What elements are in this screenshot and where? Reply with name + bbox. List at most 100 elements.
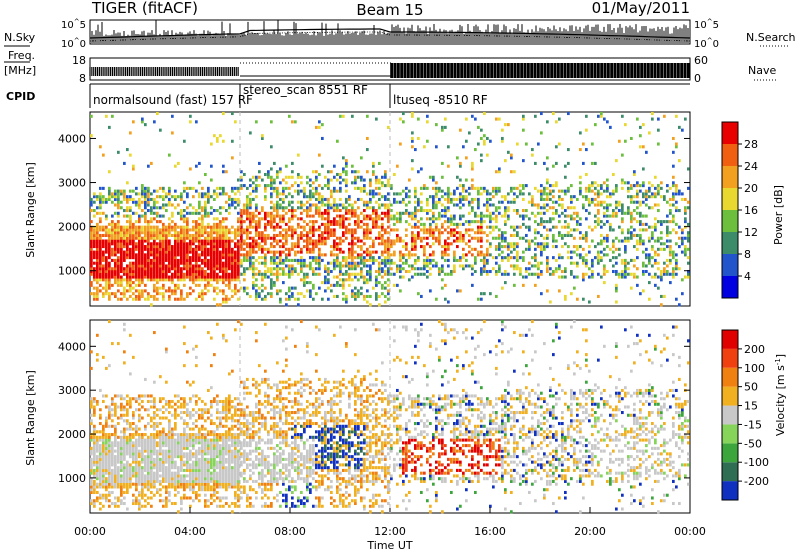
range-cell	[171, 261, 174, 265]
range-cell	[534, 186, 537, 190]
range-cell	[330, 220, 333, 224]
range-cell	[597, 242, 600, 246]
range-cell	[138, 278, 141, 282]
range-cell	[540, 217, 543, 221]
range-cell	[654, 175, 657, 179]
range-cell	[183, 245, 186, 249]
range-cell	[291, 195, 294, 199]
range-cell	[156, 286, 159, 290]
range-cell	[447, 242, 450, 246]
range-cell	[273, 225, 276, 229]
range-cell	[108, 239, 111, 243]
range-cell	[171, 247, 174, 251]
range-cell	[114, 264, 117, 268]
range-cell	[411, 231, 414, 235]
range-cell	[165, 264, 168, 268]
range-cell	[537, 264, 540, 268]
range-cell	[363, 278, 366, 282]
range-cell	[228, 253, 231, 257]
range-cell	[507, 245, 510, 249]
range-cell	[627, 239, 630, 243]
range-cell	[141, 275, 144, 279]
range-cell	[342, 256, 345, 260]
range-cell	[585, 148, 588, 152]
range-cell	[342, 178, 345, 182]
range-cell	[90, 463, 93, 467]
range-cell	[558, 195, 561, 199]
range-cell	[261, 245, 264, 249]
range-cell	[423, 231, 426, 235]
range-cell	[453, 264, 456, 268]
range-cell	[648, 297, 651, 301]
range-cell	[321, 214, 324, 218]
range-cell	[99, 272, 102, 276]
range-cell	[597, 203, 600, 207]
range-cell	[585, 114, 588, 118]
range-cell	[96, 197, 99, 201]
range-cell	[117, 236, 120, 240]
range-cell	[474, 197, 477, 201]
range-cell	[123, 292, 126, 296]
range-cell	[543, 236, 546, 240]
range-cell	[159, 247, 162, 251]
range-cell	[645, 264, 648, 268]
range-cell	[90, 281, 93, 285]
range-cell	[513, 225, 516, 229]
range-cell	[93, 438, 96, 442]
range-cell	[348, 247, 351, 251]
range-cell	[381, 283, 384, 287]
range-cell	[657, 186, 660, 190]
range-cell	[393, 197, 396, 201]
range-cell	[270, 192, 273, 196]
range-cell	[219, 211, 222, 215]
range-cell	[264, 247, 267, 251]
range-cell	[303, 233, 306, 238]
range-cell	[495, 261, 498, 265]
range-cell	[162, 297, 165, 301]
range-cell	[561, 256, 564, 260]
range-cell	[405, 245, 408, 249]
range-cell	[558, 267, 561, 271]
range-cell	[420, 239, 423, 243]
range-cell	[411, 167, 414, 171]
range-cell	[657, 220, 660, 224]
range-cell	[171, 272, 174, 276]
range-cell	[324, 239, 327, 243]
range-cell	[480, 236, 483, 240]
nsearch-label: N.Search	[746, 31, 796, 44]
range-cell	[459, 239, 462, 243]
range-cell	[603, 253, 606, 257]
range-cell	[327, 178, 330, 182]
range-cell	[495, 192, 498, 196]
range-cell	[237, 186, 240, 190]
range-cell	[318, 239, 321, 243]
range-cell	[372, 209, 375, 213]
range-cell	[375, 294, 378, 298]
range-cell	[627, 267, 630, 271]
range-cell	[300, 264, 303, 268]
range-cell	[387, 242, 390, 246]
range-cell	[606, 120, 609, 124]
range-cell	[315, 186, 318, 190]
range-cell	[462, 253, 465, 257]
range-cell	[357, 222, 360, 226]
range-cell	[678, 125, 681, 129]
range-cell	[117, 272, 120, 276]
range-cell	[663, 114, 666, 118]
range-cell	[615, 206, 618, 210]
range-cell	[387, 184, 390, 188]
range-cell	[93, 485, 96, 489]
range-cell	[129, 209, 132, 213]
range-cell	[336, 220, 339, 224]
range-cell	[105, 256, 108, 260]
range-cell	[486, 247, 489, 251]
range-cell	[267, 220, 270, 224]
range-cell	[192, 278, 195, 282]
range-cell	[414, 242, 417, 246]
range-cell	[354, 211, 357, 215]
range-cell	[465, 231, 468, 235]
range-cell	[144, 264, 147, 268]
range-cell	[369, 197, 372, 201]
range-cell	[540, 131, 543, 135]
